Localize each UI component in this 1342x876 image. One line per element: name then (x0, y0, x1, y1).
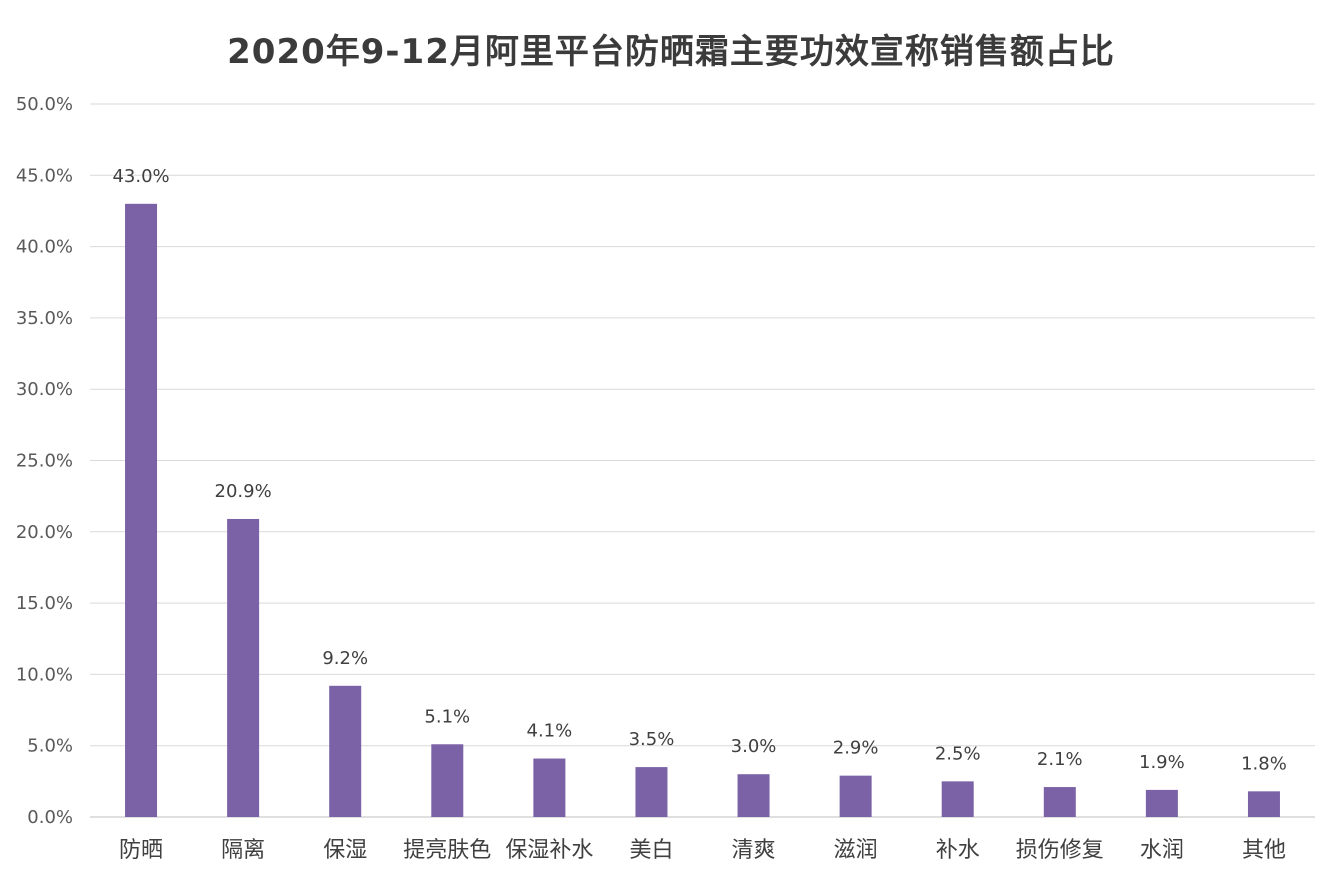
y-tick-label: 35.0% (16, 308, 73, 329)
bar-6 (635, 767, 668, 817)
data-label: 20.9% (215, 481, 272, 502)
category-label: 损伤修复 (1016, 838, 1104, 863)
data-label: 2.9% (833, 738, 879, 759)
data-label: 1.8% (1241, 753, 1287, 774)
category-label: 保湿补水 (505, 838, 593, 863)
y-tick-label: 50.0% (16, 94, 73, 115)
data-label: 1.9% (1139, 752, 1185, 773)
bar-12 (1247, 791, 1280, 817)
y-tick-label: 5.0% (27, 736, 73, 757)
bar-8 (839, 775, 872, 817)
data-label: 43.0% (112, 166, 169, 187)
category-label: 美白 (629, 838, 673, 863)
y-tick-label: 30.0% (16, 379, 73, 400)
data-label: 2.5% (935, 743, 981, 764)
bar-4 (431, 744, 464, 817)
y-tick-label: 20.0% (16, 522, 73, 543)
category-label: 补水 (936, 838, 980, 863)
category-label: 防晒 (119, 838, 163, 863)
category-label: 隔离 (221, 838, 265, 863)
y-tick-label: 10.0% (16, 664, 73, 685)
bar-3 (329, 685, 362, 817)
y-tick-label: 0.0% (27, 807, 73, 828)
y-tick-label: 25.0% (16, 451, 73, 472)
data-label: 5.1% (424, 706, 470, 727)
bar-2 (227, 518, 260, 817)
y-tick-label: 15.0% (16, 593, 73, 614)
bar-10 (1043, 787, 1076, 817)
data-label: 4.1% (527, 721, 573, 742)
data-label: 2.1% (1037, 749, 1083, 770)
category-label: 水润 (1140, 838, 1184, 863)
category-label: 其他 (1242, 838, 1286, 863)
category-label: 清爽 (732, 838, 776, 863)
bar-5 (533, 758, 566, 817)
category-label: 提亮肤色 (403, 838, 491, 863)
bar-11 (1145, 789, 1178, 817)
bar-7 (737, 774, 770, 817)
category-label: 保湿 (323, 838, 367, 863)
chart-title: 2020年9-12月阿里平台防晒霜主要功效宣称销售额占比 (227, 32, 1115, 72)
y-tick-label: 40.0% (16, 237, 73, 258)
data-label: 3.0% (731, 736, 777, 757)
bar-9 (941, 781, 974, 817)
category-label: 滋润 (834, 838, 878, 863)
data-label: 3.5% (629, 729, 675, 750)
data-label: 9.2% (322, 648, 368, 669)
bar-1 (125, 203, 158, 817)
y-tick-label: 45.0% (16, 165, 73, 186)
